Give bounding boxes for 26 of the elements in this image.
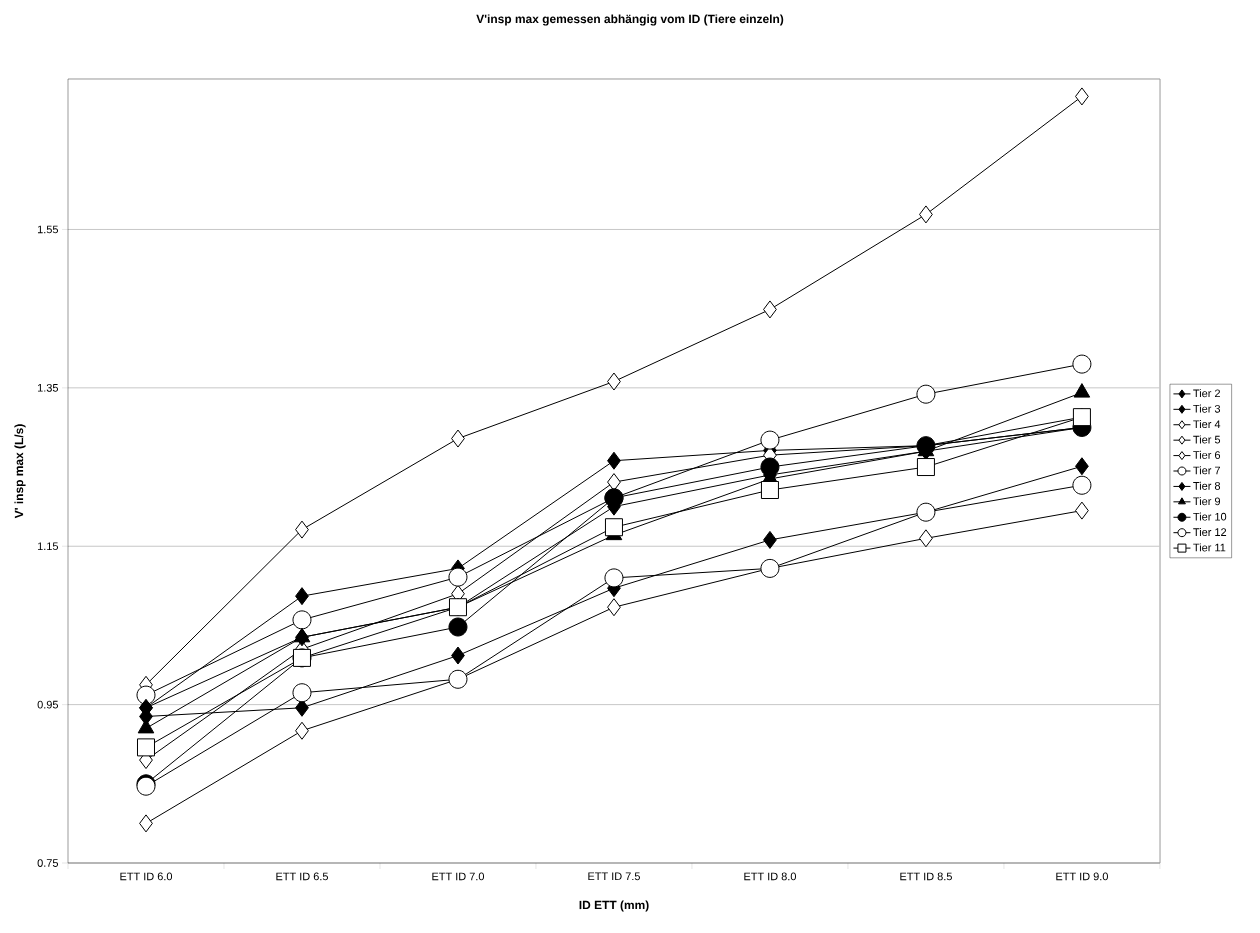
y-tick-label: 0.95	[37, 700, 59, 709]
x-tick-label: ETT ID 8.5	[900, 872, 952, 881]
legend-label: Tier 5	[1193, 435, 1221, 444]
legend-label: Tier 2	[1193, 389, 1220, 398]
legend-label: Tier 9	[1193, 497, 1221, 506]
legend-label: Tier 6	[1193, 450, 1221, 459]
y-tick-label: 1.55	[37, 225, 59, 234]
x-axis-title: ID ETT (mm)	[579, 900, 649, 912]
legend-label: Tier 12	[1193, 527, 1227, 537]
legend-label: Tier 10	[1193, 512, 1227, 521]
y-tick-label: 1.15	[37, 542, 59, 551]
y-tick-label: 1.35	[37, 383, 59, 392]
x-tick-label: ETT ID 7.0	[432, 872, 485, 881]
legend-label: Tier 8	[1193, 481, 1221, 490]
legend-label: Tier 4	[1193, 420, 1221, 429]
y-tick-label: 0.75	[37, 859, 59, 867]
x-tick-label: ETT ID 8.0	[744, 872, 796, 881]
legend-label: Tier 7	[1193, 466, 1220, 475]
x-tick-label: ETT ID 6.0	[120, 872, 173, 881]
legend-label: Tier 11	[1193, 543, 1226, 552]
x-tick-label: ETT ID 9.0	[1056, 872, 1108, 881]
chart-title: V'insp max gemessen abhängig vom ID (Tiere einzeln)	[476, 14, 784, 26]
x-tick-label: ETT ID 7.5	[588, 872, 640, 881]
x-tick-label: ETT ID 6.5	[276, 872, 328, 881]
legend-label: Tier 3	[1193, 404, 1221, 413]
y-axis-title: V' insp max (L/s)	[14, 424, 26, 519]
